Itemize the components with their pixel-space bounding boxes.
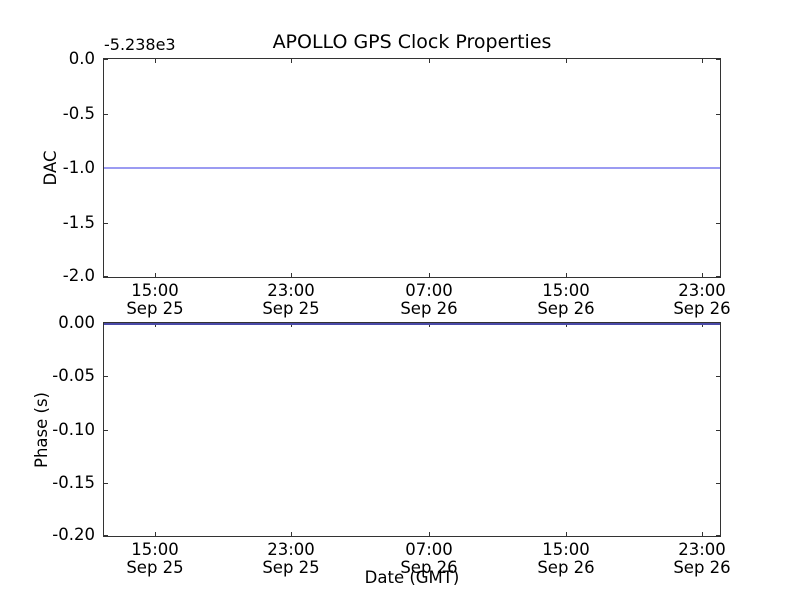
x-tick-mark xyxy=(566,273,567,277)
y-tick-mark xyxy=(104,59,108,60)
x-tick-mark xyxy=(566,323,567,327)
x-tick-mark xyxy=(291,59,292,63)
x-tick-mark xyxy=(702,532,703,536)
x-tick-label-line: 23:00 xyxy=(678,540,726,559)
y-tick-label: -1.0 xyxy=(62,158,95,177)
y-tick-mark xyxy=(716,276,720,277)
x-tick-label: 23:00 Sep 26 xyxy=(662,282,742,318)
x-tick-label: 07:00 Sep 26 xyxy=(389,282,469,318)
x-tick-label-line: 07:00 xyxy=(405,540,453,559)
x-tick-label: 07:00 Sep 26 xyxy=(389,541,469,577)
y-tick-label: -0.15 xyxy=(52,473,95,492)
x-tick-label-line: 23:00 xyxy=(267,281,315,300)
dac-data-line xyxy=(104,167,720,169)
y-tick-mark xyxy=(716,535,720,536)
y-tick-mark xyxy=(716,376,720,377)
x-axis-label: Date (GMT) xyxy=(364,568,460,587)
y-tick-label: -2.0 xyxy=(62,266,95,285)
x-tick-mark xyxy=(566,59,567,63)
x-tick-label: 15:00 Sep 26 xyxy=(526,282,606,318)
y-tick-label: -0.5 xyxy=(62,104,95,123)
y-tick-mark xyxy=(104,430,108,431)
x-tick-mark xyxy=(429,273,430,277)
x-tick-label: 23:00 Sep 25 xyxy=(251,541,331,577)
y-tick-label: 0.00 xyxy=(58,313,95,332)
y-tick-mark xyxy=(104,223,108,224)
x-tick-label: 15:00 Sep 26 xyxy=(526,541,606,577)
x-tick-mark xyxy=(155,323,156,327)
x-tick-mark xyxy=(155,273,156,277)
x-tick-label-line: Sep 26 xyxy=(537,299,595,318)
y-tick-mark xyxy=(104,483,108,484)
y-tick-mark xyxy=(716,483,720,484)
y-tick-label: 0.0 xyxy=(68,49,95,68)
x-tick-label-line: Sep 26 xyxy=(673,299,731,318)
y-tick-mark xyxy=(104,535,108,536)
x-tick-mark xyxy=(291,323,292,327)
y-tick-mark xyxy=(104,114,108,115)
x-tick-mark xyxy=(702,273,703,277)
x-tick-mark xyxy=(429,323,430,327)
y-tick-mark xyxy=(104,376,108,377)
axes-phase-plot xyxy=(103,322,721,537)
x-tick-mark xyxy=(702,59,703,63)
x-tick-label-line: 23:00 xyxy=(267,540,315,559)
x-tick-label: 15:00 Sep 25 xyxy=(115,541,195,577)
x-tick-label-line: Sep 26 xyxy=(400,558,458,577)
y-tick-label: -0.20 xyxy=(52,525,95,544)
x-tick-label-line: Sep 25 xyxy=(126,299,184,318)
y-tick-mark xyxy=(104,276,108,277)
y-tick-mark xyxy=(716,114,720,115)
y-tick-label: -0.10 xyxy=(52,420,95,439)
x-tick-label-line: 15:00 xyxy=(542,281,590,300)
x-tick-label-line: Sep 25 xyxy=(262,299,320,318)
y-axis-offset-text: -5.238e3 xyxy=(104,35,176,54)
x-tick-label-line: Sep 25 xyxy=(262,558,320,577)
x-tick-mark xyxy=(291,273,292,277)
y-tick-label: -1.5 xyxy=(62,213,95,232)
x-tick-mark xyxy=(429,532,430,536)
x-tick-mark xyxy=(702,323,703,327)
x-tick-label-line: 15:00 xyxy=(131,540,179,559)
chart-title: APOLLO GPS Clock Properties xyxy=(272,31,552,53)
x-tick-mark xyxy=(566,532,567,536)
x-tick-mark xyxy=(291,532,292,536)
x-tick-label-line: Sep 25 xyxy=(126,558,184,577)
x-tick-mark xyxy=(429,59,430,63)
x-tick-label-line: 15:00 xyxy=(131,281,179,300)
x-tick-label-line: Sep 26 xyxy=(537,558,595,577)
x-tick-label: 15:00 Sep 25 xyxy=(115,282,195,318)
x-tick-label-line: Sep 26 xyxy=(400,299,458,318)
x-tick-label: 23:00 Sep 25 xyxy=(251,282,331,318)
x-tick-mark xyxy=(155,59,156,63)
axes-dac-plot xyxy=(103,58,721,278)
y-tick-mark xyxy=(716,59,720,60)
x-tick-label-line: 07:00 xyxy=(405,281,453,300)
x-tick-label-line: Sep 26 xyxy=(673,558,731,577)
phase-data-line xyxy=(104,323,720,325)
x-tick-mark xyxy=(155,532,156,536)
y-tick-mark xyxy=(716,223,720,224)
y-tick-label: -0.05 xyxy=(52,366,95,385)
y-tick-mark xyxy=(716,430,720,431)
x-tick-label: 23:00 Sep 26 xyxy=(662,541,742,577)
x-tick-label-line: 23:00 xyxy=(678,281,726,300)
x-tick-label-line: 15:00 xyxy=(542,540,590,559)
